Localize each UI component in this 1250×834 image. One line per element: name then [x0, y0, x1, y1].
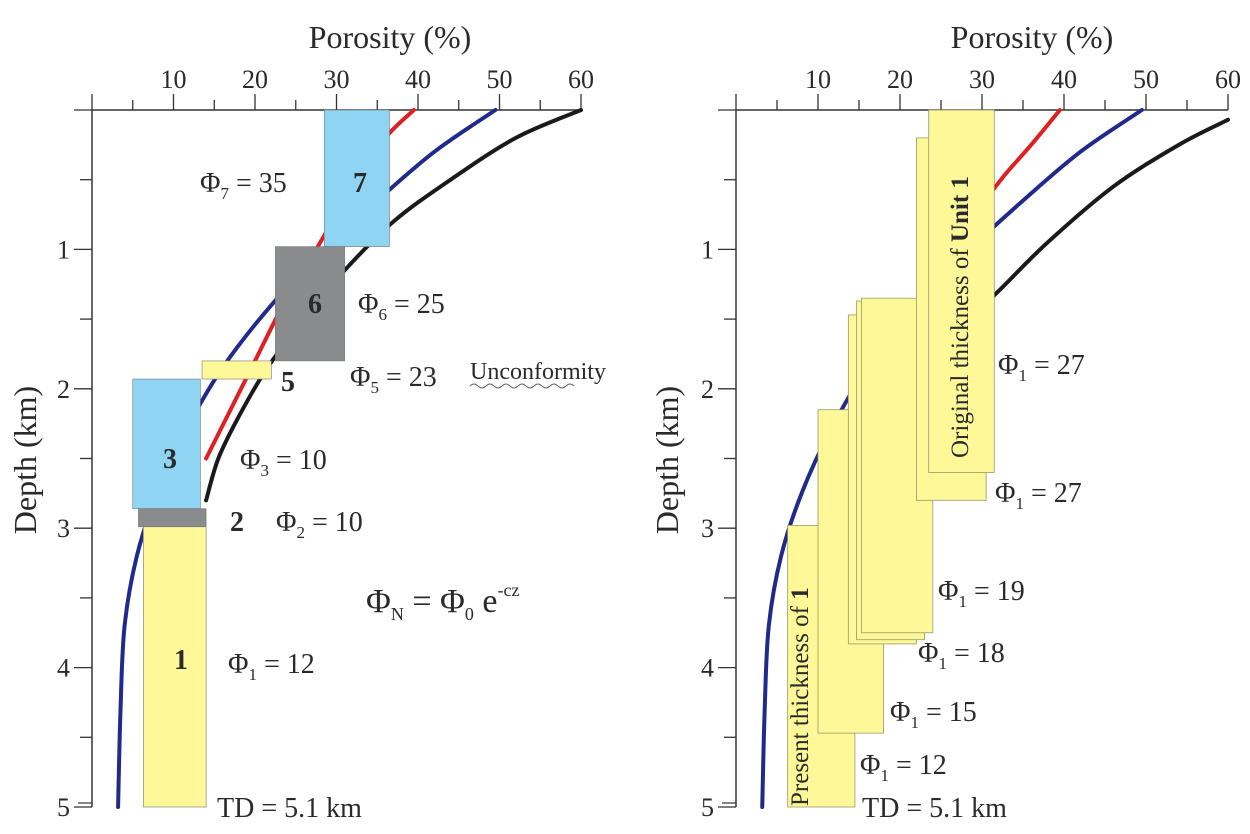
- right-burial-stages: [787, 109, 995, 808]
- right-x-tick-label: 30: [969, 65, 995, 94]
- right-curves: [760, 108, 1230, 809]
- stage-phi-18-label: Φ1 = 18: [918, 638, 1005, 673]
- right-td-label: TD = 5.1 km: [862, 793, 1007, 824]
- right-x-tick-label: 10: [805, 65, 831, 94]
- left-x-tick-label: 30: [324, 65, 350, 94]
- unit-2-block: [138, 508, 207, 528]
- burial-stage-block-7: [928, 109, 995, 473]
- unit-1-block: [143, 526, 207, 808]
- phi-7-label: Φ7 = 35: [200, 168, 287, 203]
- left-y-axis-title: Depth (km): [7, 386, 43, 534]
- right-red-compaction-curve: [988, 108, 1062, 196]
- right-y-tick-label: 1: [701, 235, 714, 264]
- right-x-axis-title: Porosity (%): [951, 19, 1114, 55]
- right-panel: 10 20 30 40 50 60 1 2 3 4 5 Porosity (%) Depth (km)…: [649, 19, 1241, 824]
- phi-1-label: Φ1 = 12: [228, 649, 315, 684]
- phi-6-label: Φ6 = 25: [358, 289, 445, 324]
- stage-phi-27-upper-label: Φ1 = 27: [998, 350, 1085, 385]
- phi-2-label: Φ2 = 10: [276, 507, 363, 542]
- left-units: [132, 109, 390, 808]
- left-x-tick-label: 20: [242, 65, 268, 94]
- unit-7-block: [323, 109, 390, 247]
- left-x-tick-label: 50: [487, 65, 513, 94]
- right-axes: 10 20 30 40 50 60 1 2 3 4 5: [701, 65, 1241, 822]
- left-x-tick-label: 10: [161, 65, 187, 94]
- left-y-tick-label: 3: [57, 514, 70, 543]
- left-axes: 10 20 30 40 50 60 1 2 3 4 5: [57, 65, 594, 822]
- original-thickness-label: Original thickness of Unit 1: [947, 176, 974, 458]
- unit-2-label: 2: [230, 507, 244, 538]
- right-y-tick-label: 3: [701, 514, 714, 543]
- left-x-tick-label: 60: [568, 65, 594, 94]
- phi-5-label: Φ5 = 23: [350, 362, 437, 397]
- left-td-label: TD = 5.1 km: [217, 793, 362, 824]
- left-y-tick-label: 5: [57, 793, 70, 822]
- right-y-tick-label: 4: [701, 654, 714, 683]
- left-x-tick-label: 40: [405, 65, 431, 94]
- phi-3-label: Φ3 = 10: [240, 445, 327, 480]
- right-blue-compaction-curve: [760, 108, 1144, 809]
- unit-5-label: 5: [281, 367, 295, 398]
- left-panel: 10 20 30 40 50 60 1 2 3 4 5 Porosity (%) Depth (km)…: [7, 19, 606, 824]
- right-y-tick-label: 5: [701, 793, 714, 822]
- left-y-tick-label: 1: [57, 235, 70, 264]
- right-y-axis-title: Depth (km): [649, 386, 685, 534]
- porosity-equation: ΦN = Φ0 e-cz: [366, 580, 519, 624]
- present-thickness-label: Present thickness of 1: [787, 587, 814, 806]
- right-x-tick-label: 40: [1051, 65, 1077, 94]
- stage-phi-27-lower-label: Φ1 = 27: [995, 478, 1082, 513]
- right-x-tick-label: 20: [887, 65, 913, 94]
- unconformity-wavy-line: [469, 383, 575, 389]
- left-x-axis-title: Porosity (%): [309, 19, 472, 55]
- left-y-tick-label: 2: [57, 375, 70, 404]
- unit-5-block: [201, 360, 272, 380]
- left-y-tick-label: 4: [57, 654, 70, 683]
- stage-phi-12-label: Φ1 = 12: [860, 750, 947, 785]
- right-x-tick-label: 60: [1215, 65, 1241, 94]
- unconformity-label: Unconformity: [470, 359, 606, 385]
- stage-phi-15-label: Φ1 = 15: [890, 697, 977, 732]
- stage-phi-19-label: Φ1 = 19: [938, 576, 1025, 611]
- unit-6-label: 6: [308, 289, 322, 320]
- right-black-compaction-curve: [959, 117, 1230, 329]
- unit-3-label: 3: [163, 444, 177, 475]
- unit-6-block: [275, 246, 345, 362]
- unit-3-block: [132, 378, 201, 509]
- unit-7-label: 7: [353, 168, 367, 199]
- right-x-tick-label: 50: [1133, 65, 1159, 94]
- unit-1-label: 1: [174, 645, 188, 676]
- right-y-tick-label: 2: [701, 375, 714, 404]
